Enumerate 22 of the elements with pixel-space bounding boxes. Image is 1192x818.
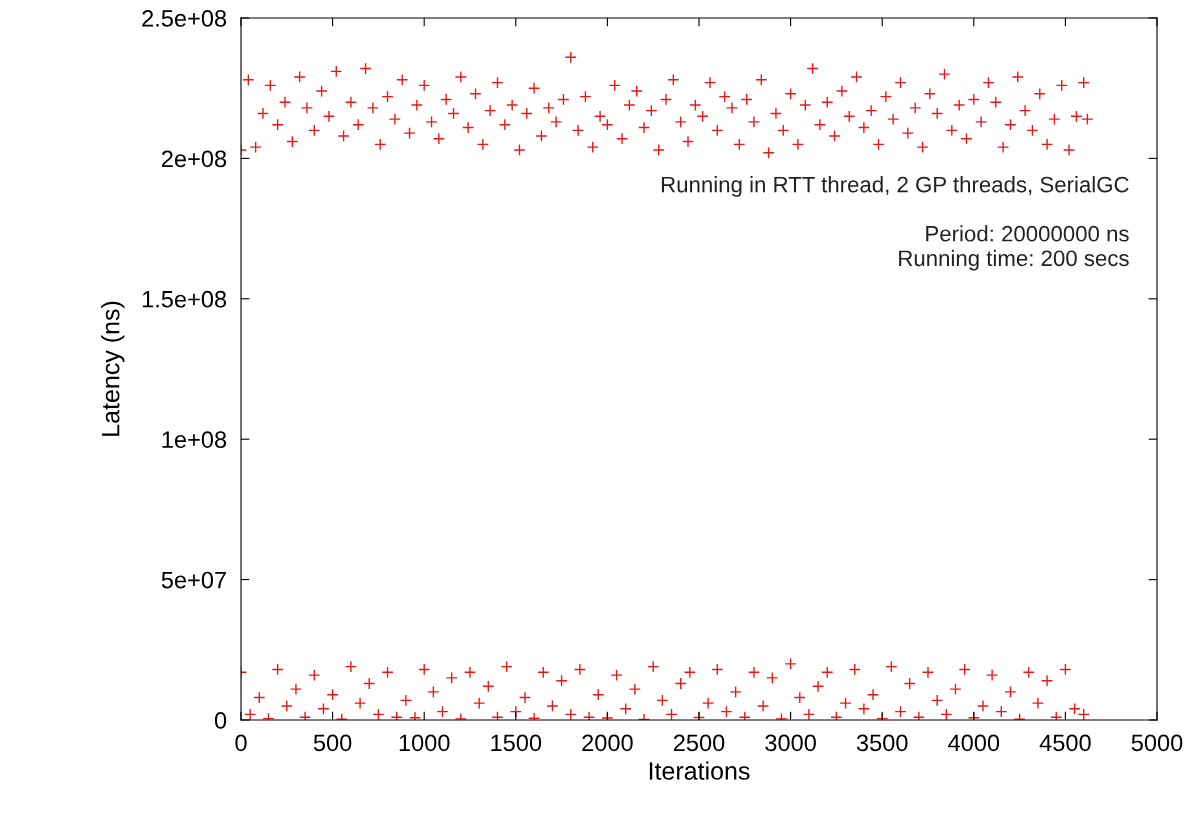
annotation: Period: 20000000 ns	[926, 225, 1129, 242]
x-tick-label: 4500	[1039, 734, 1091, 752]
annotation: Running in RTT thread, 2 GP threads, SerialGC	[661, 176, 1129, 197]
y-tick-label: 2.5e+08	[142, 10, 227, 27]
y-axis-title: Latency (ns)	[101, 301, 125, 436]
x-tick-label: 5000	[1131, 734, 1183, 752]
annotation: Running time: 200 secs	[899, 249, 1129, 271]
x-tick-label: 4000	[948, 734, 1000, 752]
x-tick-label: 2500	[673, 734, 725, 752]
x-tick-label: 1000	[399, 734, 450, 752]
y-tick-label: 1e+08	[162, 431, 227, 448]
x-tick-label: 2000	[582, 734, 633, 752]
x-axis-title: Iterations	[649, 761, 750, 780]
y-tick-label: 2e+08	[161, 150, 227, 168]
x-tick-label: 0	[235, 734, 247, 752]
y-tick-label: 0	[214, 712, 227, 729]
x-tick-label: 3000	[765, 734, 816, 752]
y-tick-label: 5e+07	[161, 571, 226, 589]
x-tick-label: 1500	[491, 734, 542, 752]
x-tick-label: 500	[313, 734, 352, 752]
y-tick-label: 1.5e+08	[142, 290, 227, 308]
x-tick-label: 3500	[856, 734, 908, 752]
